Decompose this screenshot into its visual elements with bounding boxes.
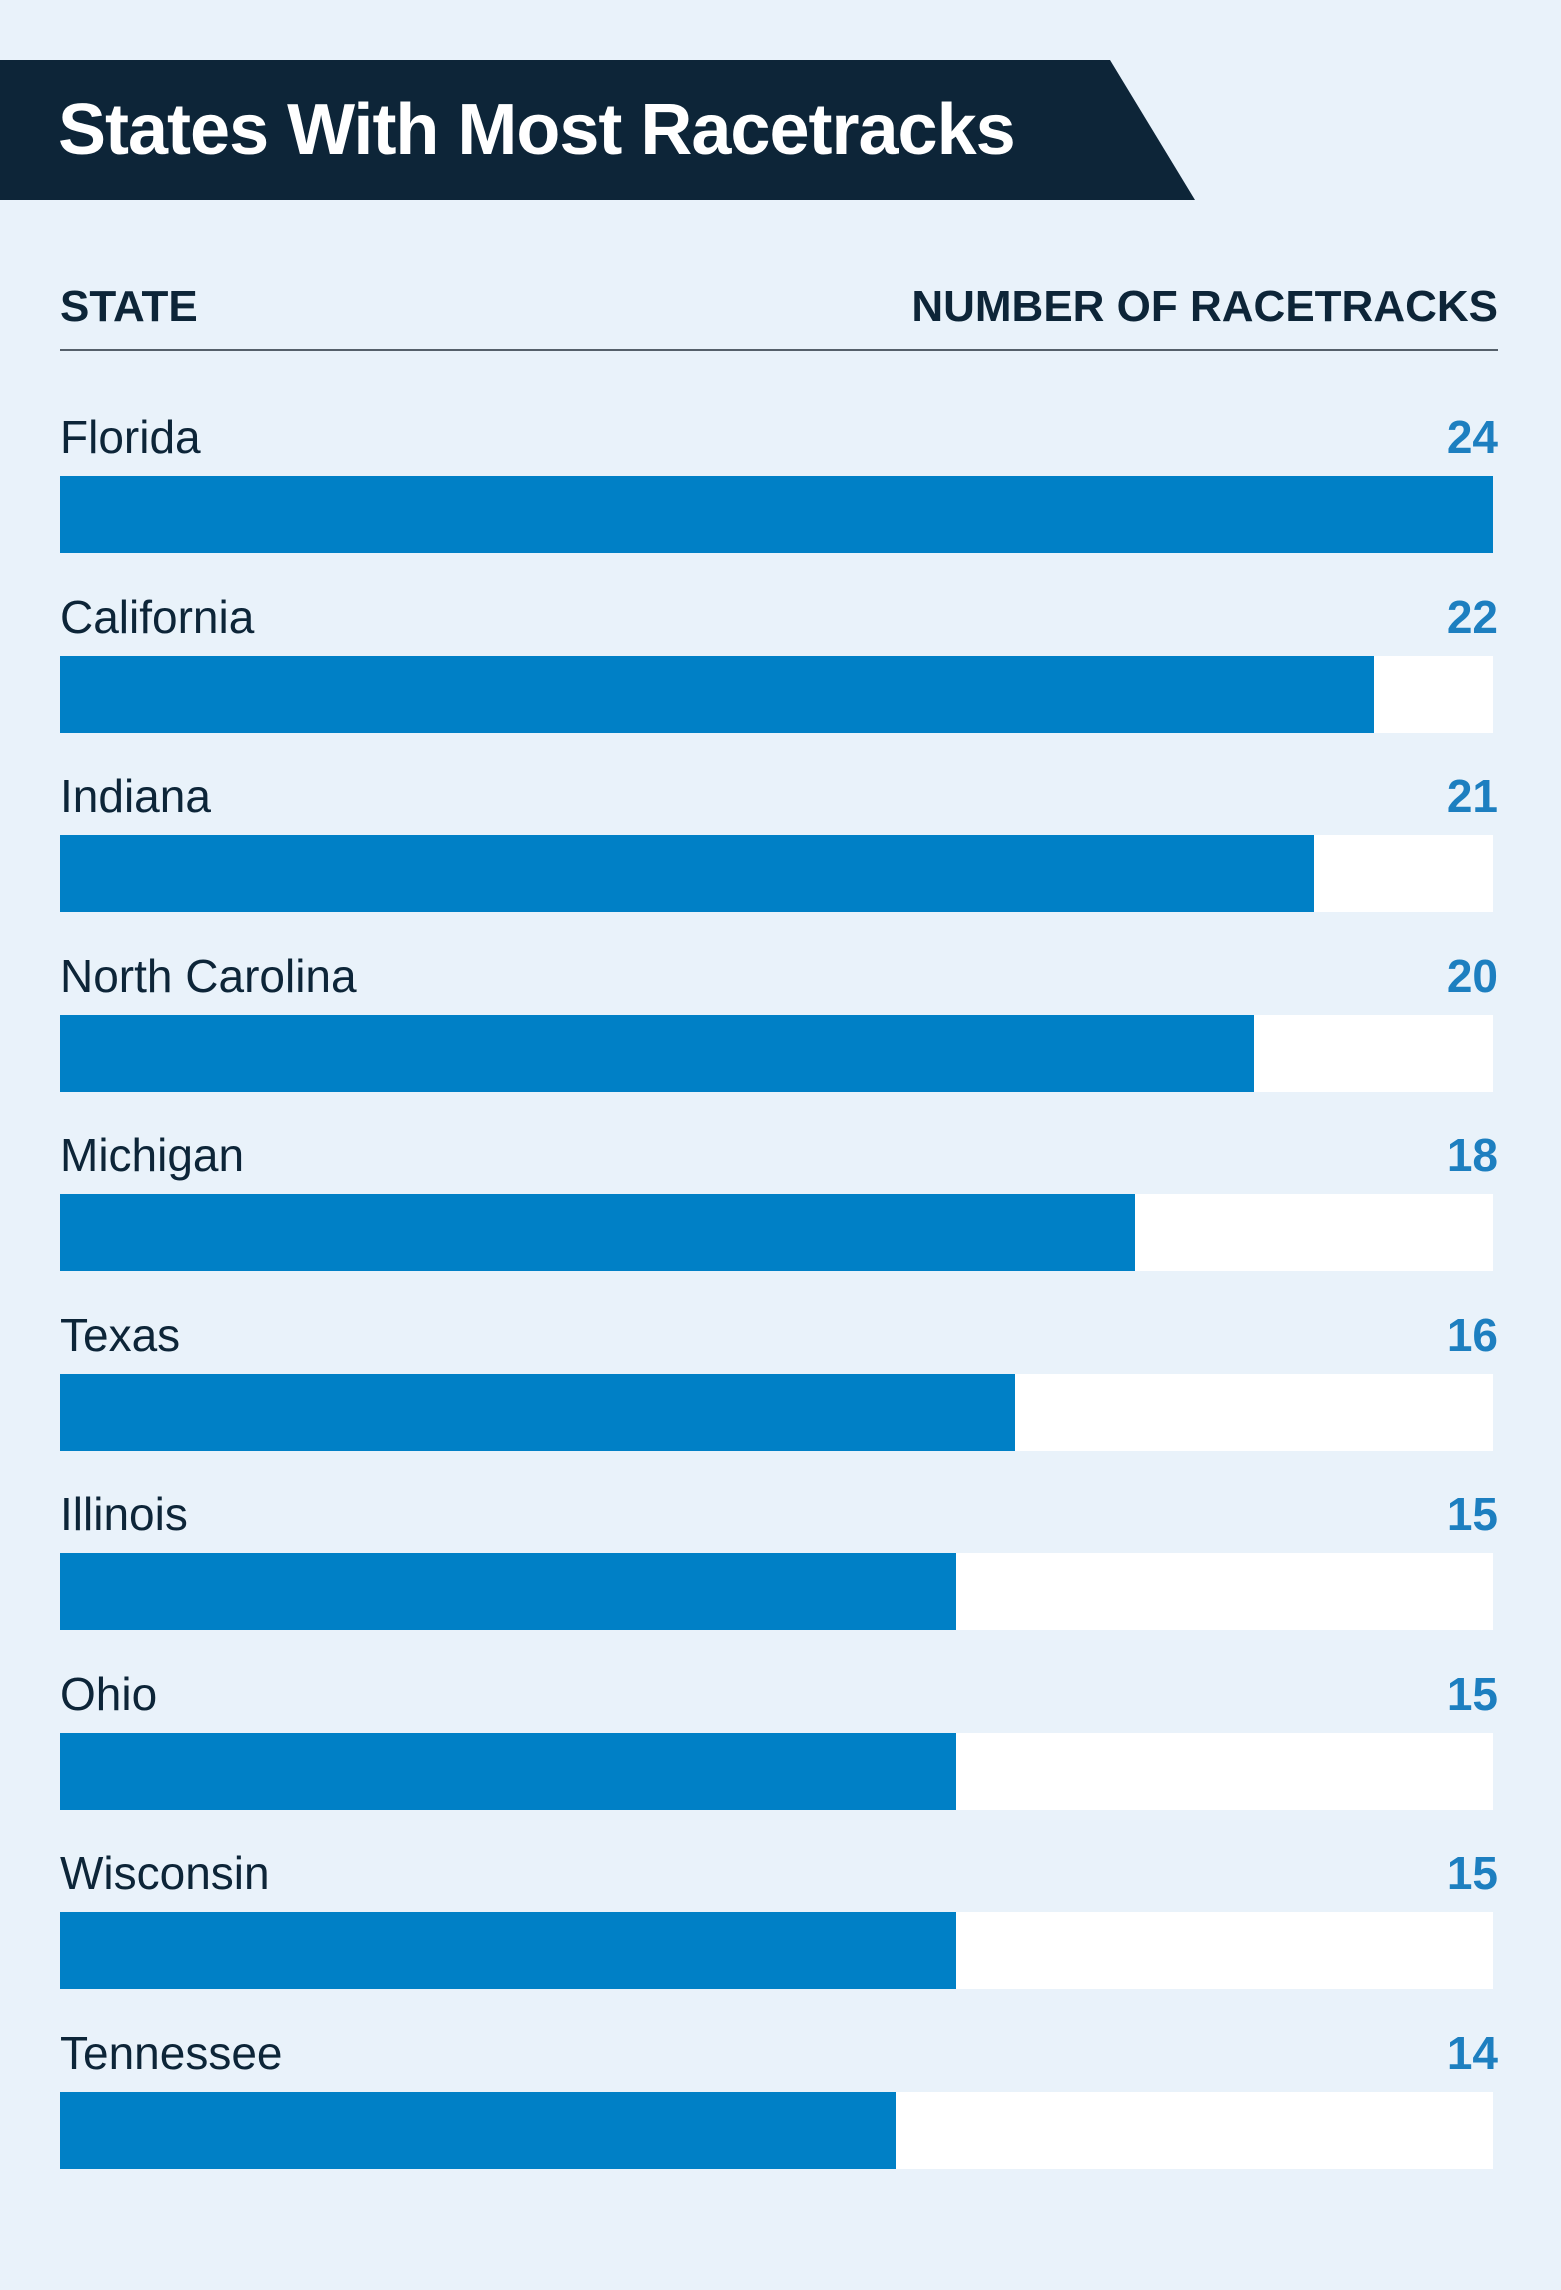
bar — [60, 1194, 1135, 1271]
state-label: Wisconsin — [60, 1847, 270, 1899]
bar-track — [60, 835, 1493, 912]
state-label: Michigan — [60, 1129, 245, 1181]
state-label: California — [60, 590, 255, 643]
value-label: 22 — [1446, 590, 1498, 643]
bar — [60, 655, 1374, 733]
chart-title: States With Most Racetracks — [58, 90, 1016, 170]
title-banner: States With Most Racetracks — [0, 60, 1200, 200]
state-label: Illinois — [60, 1488, 188, 1540]
state-label: Florida — [60, 411, 201, 463]
bar-track — [60, 1373, 1493, 1451]
value-label: 24 — [1446, 411, 1498, 463]
value-label: 20 — [1446, 949, 1498, 1002]
bar — [60, 1373, 1016, 1451]
value-label: 15 — [1446, 1488, 1498, 1540]
state-label: Texas — [60, 1308, 181, 1361]
state-label: North Carolina — [60, 949, 357, 1002]
bar — [60, 1553, 956, 1630]
state-column-header: STATE — [60, 282, 198, 331]
bar — [60, 1732, 956, 1810]
bar — [60, 1014, 1255, 1092]
value-label: 21 — [1446, 770, 1498, 822]
bar-track — [60, 1553, 1493, 1630]
bar-track — [60, 1912, 1493, 1989]
bar — [60, 2091, 896, 2169]
count-column-header: NUMBER OF RACETRACKS — [911, 282, 1498, 331]
state-label: Indiana — [60, 770, 211, 822]
bar-track — [60, 1194, 1493, 1271]
value-label: 16 — [1446, 1308, 1498, 1361]
state-label: Tennessee — [60, 2026, 283, 2079]
bar-track — [60, 655, 1493, 733]
value-label: 15 — [1446, 1667, 1498, 1720]
value-label: 14 — [1446, 2026, 1498, 2079]
bar-track — [60, 1732, 1493, 1810]
bar-track — [60, 476, 1493, 553]
bar — [60, 1912, 956, 1989]
bar-track — [60, 2091, 1493, 2169]
value-label: 15 — [1446, 1847, 1498, 1899]
value-label: 18 — [1446, 1129, 1498, 1181]
bar — [60, 476, 1493, 553]
header-divider — [60, 349, 1498, 351]
title-banner-shape — [0, 60, 1195, 200]
bar-track — [60, 1014, 1493, 1092]
bar — [60, 835, 1314, 912]
state-label: Ohio — [60, 1667, 158, 1720]
